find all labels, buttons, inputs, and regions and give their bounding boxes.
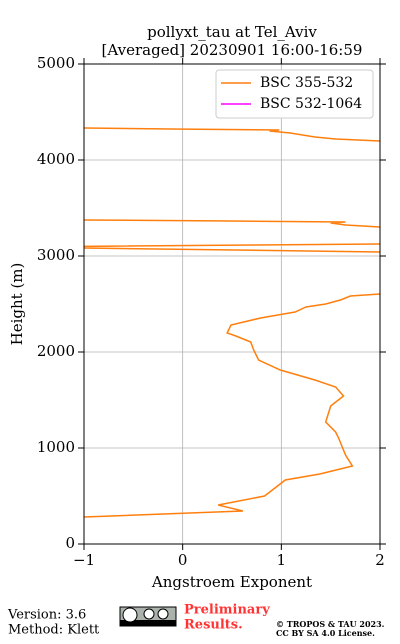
y-tick-label: 4000 (37, 150, 75, 168)
y-axis-label: Height (m) (8, 263, 26, 346)
legend-box (215, 69, 374, 119)
preliminary: Results. (184, 618, 243, 633)
plot-frame (83, 63, 381, 545)
legend-label: BSC 532-1064 (260, 96, 362, 112)
chart-title: pollyxt_tau at Tel_Aviv (147, 23, 317, 41)
legend: BSC 355-532 BSC 532-1064 (215, 69, 374, 119)
method: Method: Klett (8, 623, 100, 638)
version: Version: 3.6 (7, 608, 86, 623)
preliminary: Preliminary (184, 603, 270, 618)
copyright: CC BY SA 4.0 License. (276, 628, 375, 638)
legend-label: BSC 355-532 (260, 75, 353, 91)
copyright: © TROPOS & TAU 2023. (276, 619, 385, 629)
y-tick-label: 5000 (37, 54, 75, 72)
y-tick-label: 1000 (37, 438, 75, 456)
x-tick-label: 0 (178, 551, 188, 569)
y-tick-label: 0 (65, 534, 75, 552)
x-tick-label: −1 (73, 551, 95, 569)
y-tick-label: 2000 (37, 342, 75, 360)
x-axis-label: Angstroem Exponent (151, 573, 312, 591)
data-line (84, 127, 380, 518)
license-icon (119, 606, 177, 627)
x-tick-label: 1 (277, 551, 287, 569)
chart-subtitle: [Averaged] 20230901 16:00-16:59 (102, 41, 363, 59)
x-tick-label: 2 (375, 551, 385, 569)
y-tick-label: 3000 (37, 246, 75, 264)
